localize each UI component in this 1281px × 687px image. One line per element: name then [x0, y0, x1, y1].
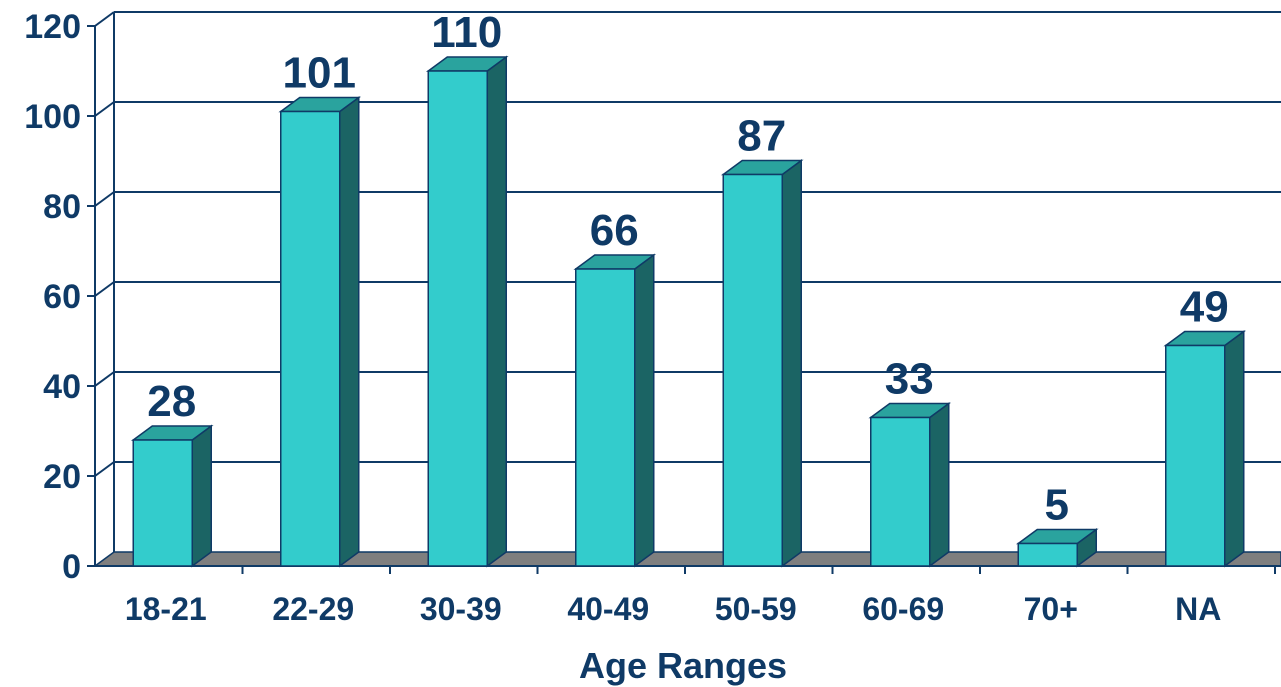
bar-side: [929, 402, 950, 568]
bar-front: [575, 268, 636, 567]
data-label: 33: [885, 355, 934, 404]
gridline-side: [94, 281, 115, 297]
bar: [1015, 528, 1099, 568]
gridline-side: [94, 101, 115, 117]
bar: [573, 253, 657, 568]
data-label: 101: [283, 49, 356, 98]
bar-side: [1224, 330, 1245, 568]
bar: [1163, 330, 1247, 568]
chart-floor: [92, 551, 1281, 567]
bar: [278, 96, 362, 568]
y-tick-label: 80: [43, 188, 81, 226]
bar: [425, 55, 509, 568]
data-labels: 28 101 110 66 87 33 5 49: [147, 8, 1228, 530]
y-tick-label: 120: [24, 8, 81, 46]
data-label: 49: [1180, 283, 1229, 332]
bar-front: [870, 416, 931, 567]
floor-plane: [92, 551, 1281, 567]
y-tick-label: 100: [24, 98, 81, 136]
data-label: 66: [590, 206, 639, 255]
x-tick-label: 22-29: [272, 591, 354, 627]
data-label: 110: [431, 8, 502, 57]
bar-front: [722, 173, 783, 567]
bar-side: [781, 159, 802, 568]
bar-front: [280, 110, 341, 567]
x-tick-label: 40-49: [567, 591, 649, 627]
gridline-side: [94, 371, 115, 387]
x-tick-label: NA: [1175, 591, 1221, 627]
bar-side: [339, 96, 360, 568]
bar: [868, 402, 952, 568]
bar-side: [486, 55, 507, 568]
x-axis-title: Age Ranges: [579, 645, 787, 686]
y-tick-label: 0: [62, 548, 81, 586]
bars: [130, 55, 1247, 568]
x-axis-labels: 18-21 22-29 30-39 40-49 50-59 60-69 70+ NA: [125, 566, 1276, 627]
x-tick-label: 18-21: [125, 591, 207, 627]
y-tick-label: 40: [43, 368, 81, 406]
bar-side: [191, 424, 212, 568]
bar-front: [1165, 344, 1226, 567]
gridlines: [94, 11, 1281, 552]
bar-front: [132, 439, 193, 567]
gridline-side: [94, 461, 115, 477]
bar-front: [1017, 542, 1078, 567]
bar-side: [634, 253, 655, 568]
y-tick-label: 60: [43, 278, 81, 316]
gridline-side: [94, 11, 115, 27]
x-tick-label: 50-59: [715, 591, 797, 627]
x-tick-label: 30-39: [420, 591, 502, 627]
bar: [720, 159, 804, 568]
y-tick-label: 20: [43, 458, 81, 496]
x-tick-label: 70+: [1024, 591, 1078, 627]
data-label: 5: [1045, 481, 1069, 530]
bar: [130, 424, 214, 568]
bar-front: [427, 70, 488, 567]
data-label: 28: [147, 377, 196, 426]
x-tick-label: 60-69: [862, 591, 944, 627]
data-label: 87: [737, 112, 786, 161]
gridline-side: [94, 191, 115, 207]
